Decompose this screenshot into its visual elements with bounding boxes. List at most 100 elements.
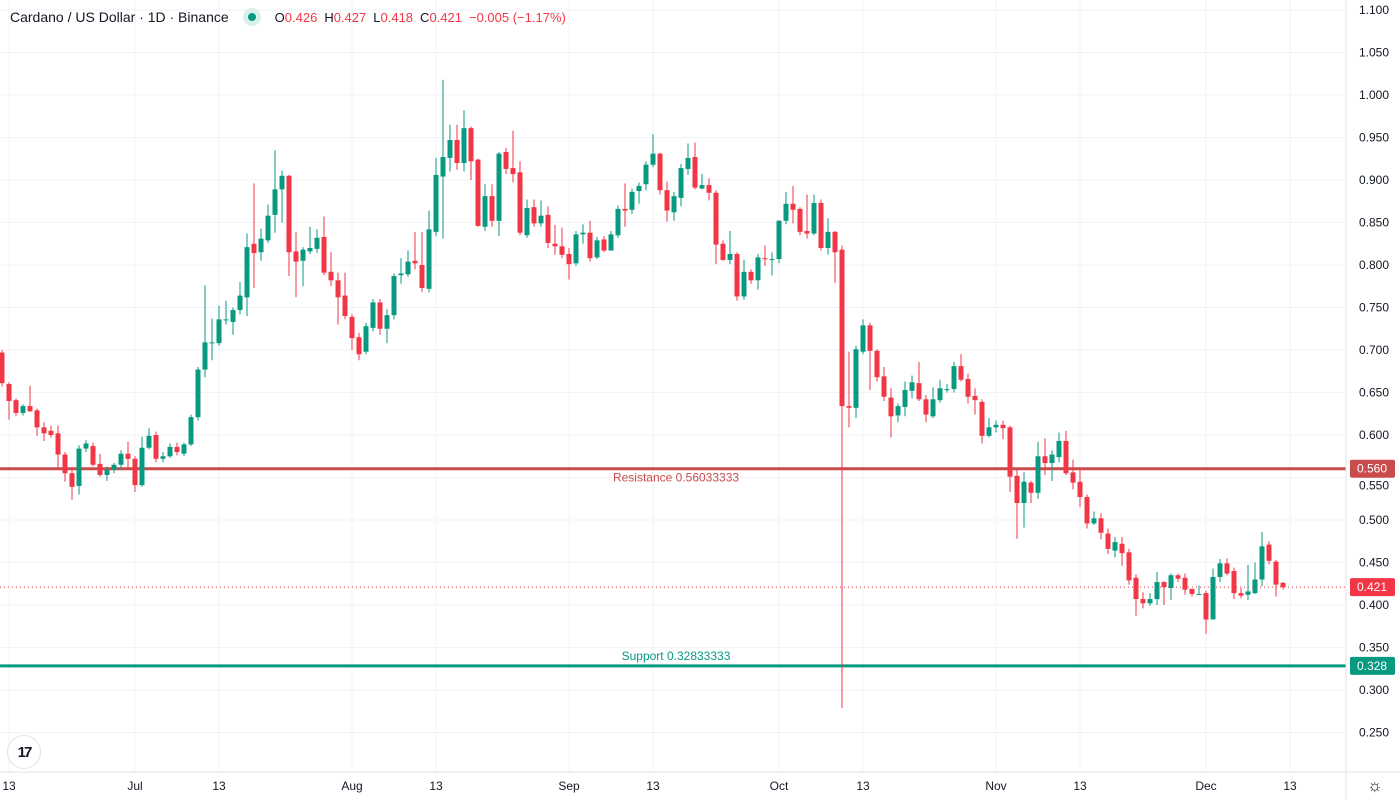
candle-body	[1084, 497, 1090, 524]
candle-down	[153, 431, 159, 463]
candle-body	[1259, 546, 1265, 580]
candle-body	[552, 243, 558, 247]
candle-body	[167, 446, 173, 457]
candle-up	[699, 174, 705, 190]
candle-body	[930, 399, 936, 417]
candle-body	[1189, 588, 1195, 594]
candle-body	[1105, 533, 1111, 549]
candle-down	[97, 453, 103, 477]
price-tick-label: 0.550	[1359, 479, 1389, 493]
candle-body	[1147, 599, 1153, 604]
candle-down	[419, 231, 425, 293]
candle-down	[251, 183, 257, 288]
candle-up	[300, 247, 306, 287]
candle-up	[1049, 450, 1055, 481]
candle-body	[783, 203, 789, 221]
candle-down	[48, 425, 54, 438]
candle-up	[181, 442, 187, 457]
candle-body	[209, 342, 215, 344]
candle-down	[1175, 573, 1181, 583]
candle-down	[706, 178, 712, 201]
candle-body	[790, 203, 796, 210]
time-tick-label: Nov	[985, 779, 1006, 793]
candle-up	[307, 226, 313, 254]
candle-down	[1014, 469, 1020, 539]
candle-down	[587, 220, 593, 262]
candle-up	[860, 319, 866, 355]
candle-up	[1210, 568, 1216, 620]
gear-icon[interactable]: ☼	[1367, 776, 1383, 795]
candle-body	[678, 168, 684, 198]
candle-up	[1147, 593, 1153, 606]
time-tick-label: 13	[212, 779, 226, 793]
candle-body	[300, 249, 306, 261]
price-tick-label: 1.050	[1359, 46, 1389, 60]
candle-up	[496, 151, 502, 237]
candle-up	[398, 258, 404, 284]
candle-down	[13, 398, 19, 417]
candle-body	[265, 215, 271, 241]
candle-body	[1175, 575, 1181, 579]
candle-up	[230, 307, 236, 335]
market-status-icon[interactable]	[242, 8, 261, 26]
candle-down	[797, 207, 803, 236]
candle-body	[482, 196, 488, 227]
symbol-title[interactable]: Cardano / US Dollar · 1D · Binance	[10, 9, 229, 25]
candle-up	[167, 443, 173, 458]
candle-down	[720, 240, 726, 261]
candle-body	[1091, 518, 1097, 524]
candle-body	[391, 276, 397, 316]
candle-body	[195, 369, 201, 418]
candle-body	[69, 473, 75, 487]
symbol-legend: Cardano / US Dollar · 1D · Binance O 0.4…	[10, 7, 573, 27]
candle-down	[958, 354, 964, 382]
open-value: 0.426	[284, 9, 318, 25]
price-tick-label: 0.400	[1359, 598, 1389, 612]
candle-body	[27, 406, 33, 412]
candle-body	[55, 433, 61, 455]
candle-body	[433, 174, 439, 232]
candle-body	[349, 316, 355, 339]
candle-down	[1238, 588, 1244, 599]
candle-down	[125, 441, 131, 469]
support-label: Support 0.32833333	[622, 649, 731, 663]
candle-body	[258, 238, 264, 253]
time-tick-label: 13	[2, 779, 16, 793]
candle-body	[286, 175, 292, 253]
candle-body	[818, 202, 824, 248]
candle-up	[986, 418, 992, 438]
price-axis[interactable]: 1.100 1.050 1.000 0.950 0.900 0.850 0.800 0.750…	[1345, 0, 1389, 800]
candle-body	[1035, 456, 1041, 493]
candle-down	[293, 231, 299, 298]
candle-body	[1126, 552, 1132, 581]
candle-down	[748, 269, 754, 284]
candle-body	[573, 234, 579, 264]
candle-down	[972, 388, 978, 415]
candle-body	[517, 172, 523, 233]
candle-up	[594, 236, 600, 260]
candle-body	[797, 208, 803, 232]
price-tick-label: 0.800	[1359, 258, 1389, 272]
candle-body	[594, 240, 600, 258]
candle-body	[636, 185, 642, 192]
candle-down	[1273, 559, 1279, 597]
candle-body	[566, 253, 572, 265]
candle-body	[440, 157, 446, 177]
candle-body	[895, 406, 901, 416]
candle-down	[734, 252, 740, 301]
level-lines: Resistance 0.56033333 Support 0.32833333	[0, 467, 1346, 668]
high-value: 0.427	[333, 9, 367, 25]
candle-up	[279, 170, 285, 223]
candle-body	[524, 208, 530, 236]
time-axis[interactable]: 13 Jul 13 Aug 13 Sep 13 Oct 13 Nov 13 Dec 13	[0, 771, 1400, 793]
candle-up	[1021, 472, 1027, 528]
candle-body	[622, 208, 628, 211]
last-price-tag-text: 0.421	[1357, 580, 1387, 594]
candle-body	[545, 214, 551, 243]
low-value: 0.418	[380, 9, 414, 25]
tradingview-logo-icon[interactable]: 17	[7, 735, 41, 769]
candle-body	[181, 444, 187, 454]
candle-down	[566, 248, 572, 280]
candle-body	[1112, 542, 1118, 551]
